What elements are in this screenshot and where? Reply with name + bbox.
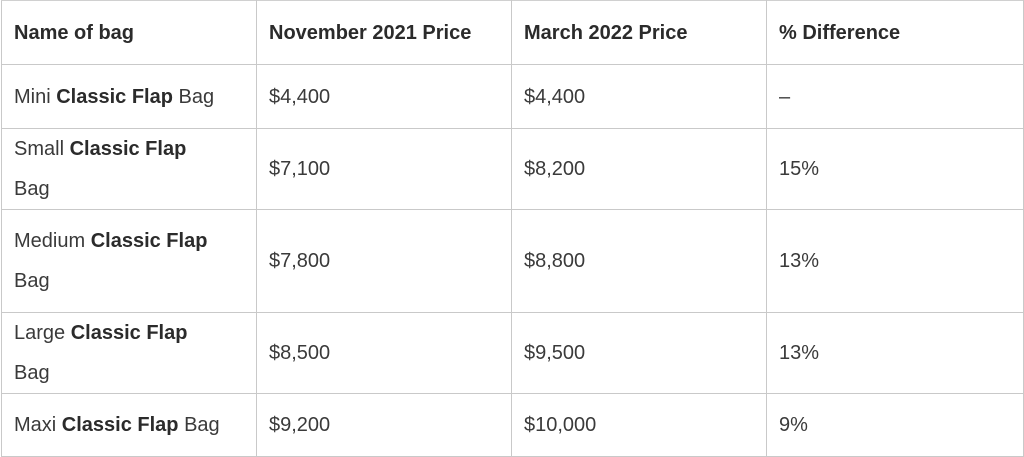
bag-model: Classic Flap bbox=[61, 414, 179, 436]
nov-2021-price-cell: $7,100 bbox=[256, 128, 512, 210]
bag-model: Classic Flap bbox=[70, 322, 188, 344]
bag-size: Small bbox=[14, 138, 65, 160]
table-row: Small Classic Flap Bag $7,100 $8,200 15% bbox=[1, 128, 1024, 210]
table-header: Name of bag November 2021 Price March 20… bbox=[1, 0, 1024, 65]
table-row: Maxi Classic Flap Bag $9,200 $10,000 9% bbox=[1, 393, 1024, 457]
header-name-of-bag: Name of bag bbox=[1, 0, 257, 65]
bag-size: Medium bbox=[14, 230, 86, 252]
nov-2021-price-cell: $4,400 bbox=[256, 64, 512, 129]
bag-size: Maxi bbox=[14, 414, 57, 436]
table-row: Medium Classic Flap Bag $7,800 $8,800 13… bbox=[1, 209, 1024, 313]
mar-2022-price-cell: $8,200 bbox=[511, 128, 767, 210]
mar-2022-price-cell: $9,500 bbox=[511, 312, 767, 394]
bag-name-cell: Maxi Classic Flap Bag bbox=[1, 393, 257, 457]
difference-cell: – bbox=[766, 64, 1024, 129]
nov-2021-price-cell: $7,800 bbox=[256, 209, 512, 313]
mar-2022-price-cell: $10,000 bbox=[511, 393, 767, 457]
table-row: Mini Classic Flap Bag $4,400 $4,400 – bbox=[1, 64, 1024, 129]
header-row: Name of bag November 2021 Price March 20… bbox=[1, 0, 1024, 65]
difference-cell: 9% bbox=[766, 393, 1024, 457]
table-row: Large Classic Flap Bag $8,500 $9,500 13% bbox=[1, 312, 1024, 394]
bag-name-cell: Small Classic Flap Bag bbox=[1, 128, 257, 210]
bag-model: Classic Flap bbox=[69, 138, 187, 160]
bag-model: Classic Flap bbox=[90, 230, 208, 252]
nov-2021-price-cell: $8,500 bbox=[256, 312, 512, 394]
difference-cell: 15% bbox=[766, 128, 1024, 210]
header-november-2021-price: November 2021 Price bbox=[256, 0, 512, 65]
nov-2021-price-cell: $9,200 bbox=[256, 393, 512, 457]
bag-suffix: Bag bbox=[178, 85, 215, 108]
mar-2022-price-cell: $8,800 bbox=[511, 209, 767, 313]
bag-name-cell: Mini Classic Flap Bag bbox=[1, 64, 257, 129]
difference-cell: 13% bbox=[766, 209, 1024, 313]
difference-cell: 13% bbox=[766, 312, 1024, 394]
bag-size: Large bbox=[14, 322, 66, 344]
bag-model: Classic Flap bbox=[56, 85, 173, 108]
header-march-2022-price: March 2022 Price bbox=[511, 0, 767, 65]
bag-suffix: Bag bbox=[184, 414, 220, 436]
bag-name-cell: Medium Classic Flap Bag bbox=[1, 209, 257, 313]
bag-suffix: Bag bbox=[14, 362, 50, 384]
bag-suffix: Bag bbox=[14, 270, 50, 292]
bag-size: Mini bbox=[14, 85, 51, 108]
bag-suffix: Bag bbox=[14, 178, 50, 200]
mar-2022-price-cell: $4,400 bbox=[511, 64, 767, 129]
bag-name-cell: Large Classic Flap Bag bbox=[1, 312, 257, 394]
table-body: Mini Classic Flap Bag $4,400 $4,400 – Sm… bbox=[1, 64, 1024, 457]
header-percent-difference: % Difference bbox=[766, 0, 1024, 65]
